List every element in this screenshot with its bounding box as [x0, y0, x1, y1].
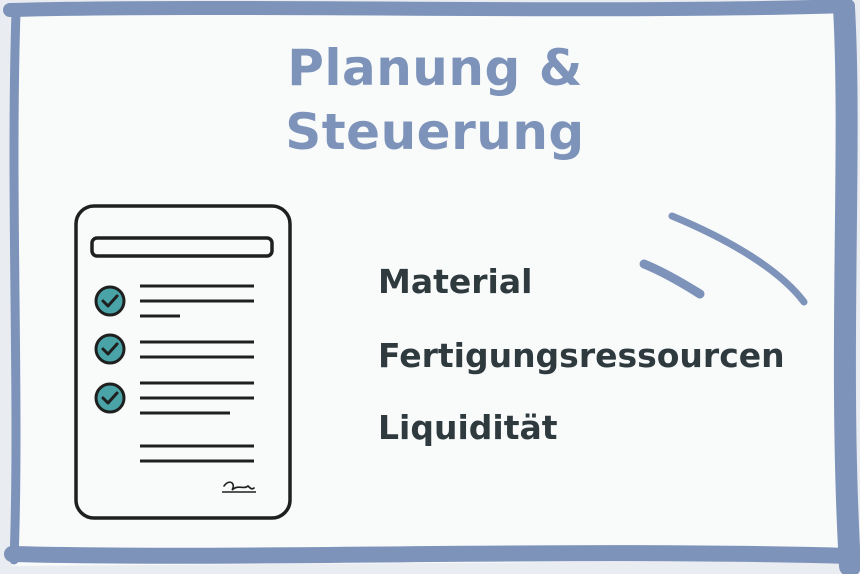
list-item: Fertigungsressourcen [378, 336, 785, 375]
title-line-1: Planung & [287, 39, 583, 97]
list-item: Liquidität [378, 408, 558, 447]
title-line-2: Steuerung [285, 103, 585, 161]
checkmark-circle-icon [94, 382, 126, 414]
list-item: Material [378, 262, 533, 301]
checkmark-circle-icon [94, 333, 126, 365]
checkmark-circle-icon [94, 285, 126, 317]
checklist-document-icon [74, 204, 292, 520]
signature-icon [222, 481, 256, 493]
page-title: Planung & Steuerung [230, 36, 640, 164]
